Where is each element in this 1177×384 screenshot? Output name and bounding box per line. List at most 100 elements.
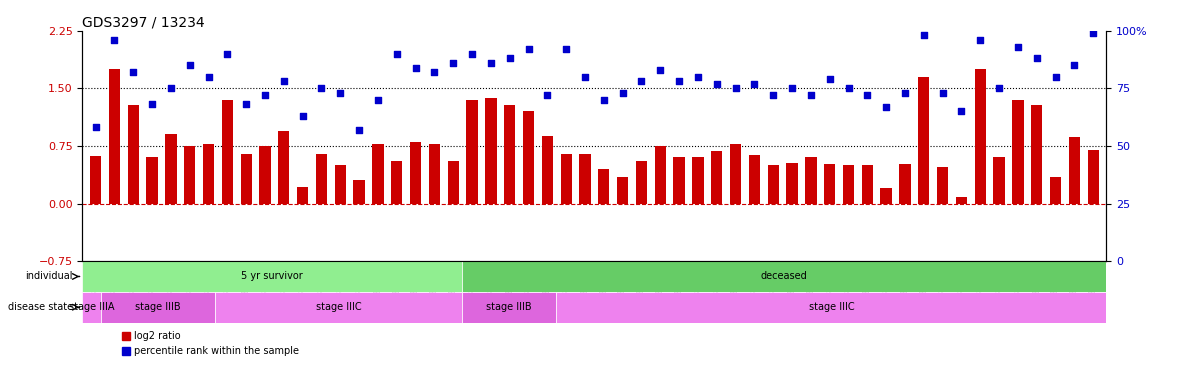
Bar [1031, 105, 1043, 204]
Point [406, 65, 425, 71]
Bar [523, 111, 534, 204]
Point [1046, 74, 1065, 80]
Bar [767, 165, 779, 204]
Bar [880, 188, 892, 204]
Point [274, 78, 293, 84]
Point [1009, 44, 1028, 50]
Point [180, 62, 199, 68]
Point [783, 85, 802, 91]
Point [877, 104, 896, 110]
Point [1084, 30, 1103, 36]
Point [293, 113, 312, 119]
Text: stage IIIB: stage IIIB [486, 302, 532, 312]
Bar [654, 146, 666, 204]
Bar [278, 131, 290, 204]
Bar [937, 167, 949, 204]
Text: 5 yr survivor: 5 yr survivor [241, 271, 302, 281]
Bar [899, 164, 911, 204]
Bar [297, 187, 308, 204]
Point [915, 32, 933, 38]
FancyBboxPatch shape [557, 292, 1106, 323]
Point [820, 76, 839, 82]
Point [839, 85, 858, 91]
Bar [711, 151, 723, 204]
Bar [749, 155, 760, 204]
Point [387, 51, 406, 57]
Bar [1088, 150, 1099, 204]
Bar [240, 154, 252, 204]
Bar [334, 165, 346, 204]
Bar [108, 69, 120, 204]
Bar [730, 144, 742, 204]
FancyBboxPatch shape [215, 292, 461, 323]
Point [707, 81, 726, 87]
Bar [353, 180, 365, 204]
FancyBboxPatch shape [101, 292, 215, 323]
Point [594, 97, 613, 103]
Point [463, 51, 481, 57]
Point [745, 81, 764, 87]
Bar [617, 177, 629, 204]
Bar [485, 98, 497, 204]
Point [689, 74, 707, 80]
Bar [598, 169, 610, 204]
Bar [579, 154, 591, 204]
Point [538, 92, 557, 98]
Text: stage IIIC: stage IIIC [315, 302, 361, 312]
Text: stage IIIB: stage IIIB [135, 302, 181, 312]
Point [481, 60, 500, 66]
Point [971, 37, 990, 43]
Text: deceased: deceased [760, 271, 807, 281]
Bar [221, 100, 233, 204]
Point [613, 90, 632, 96]
Bar [259, 146, 271, 204]
Point [952, 108, 971, 114]
Bar [447, 161, 459, 204]
Bar [372, 144, 384, 204]
Bar [504, 105, 516, 204]
Bar [862, 165, 873, 204]
Bar [1050, 177, 1062, 204]
Text: individual: individual [26, 271, 73, 281]
FancyBboxPatch shape [82, 261, 461, 292]
Bar [1069, 137, 1080, 204]
Bar [824, 164, 836, 204]
Bar [993, 157, 1005, 204]
Bar [202, 144, 214, 204]
Bar [466, 100, 478, 204]
Bar [918, 77, 930, 204]
Point [161, 85, 180, 91]
Point [142, 101, 161, 108]
Point [557, 46, 576, 52]
Point [726, 85, 745, 91]
Bar [428, 144, 440, 204]
Point [312, 85, 331, 91]
Bar [184, 146, 195, 204]
Bar [636, 161, 647, 204]
Point [86, 124, 105, 131]
Legend: log2 ratio, percentile rank within the sample: log2 ratio, percentile rank within the s… [118, 328, 304, 360]
Point [858, 92, 877, 98]
Bar [410, 142, 421, 204]
Bar [315, 154, 327, 204]
Point [425, 69, 444, 75]
Point [1065, 62, 1084, 68]
Point [519, 46, 538, 52]
FancyBboxPatch shape [82, 292, 101, 323]
Point [1028, 55, 1046, 61]
Point [764, 92, 783, 98]
Point [218, 51, 237, 57]
Point [632, 78, 651, 84]
Point [350, 127, 368, 133]
Point [331, 90, 350, 96]
Point [199, 74, 218, 80]
Point [368, 97, 387, 103]
Bar [805, 157, 817, 204]
Bar [786, 163, 798, 204]
Bar [975, 69, 986, 204]
FancyBboxPatch shape [461, 261, 1106, 292]
Text: GDS3297 / 13234: GDS3297 / 13234 [82, 16, 205, 30]
Point [651, 67, 670, 73]
Point [444, 60, 463, 66]
Point [933, 90, 952, 96]
